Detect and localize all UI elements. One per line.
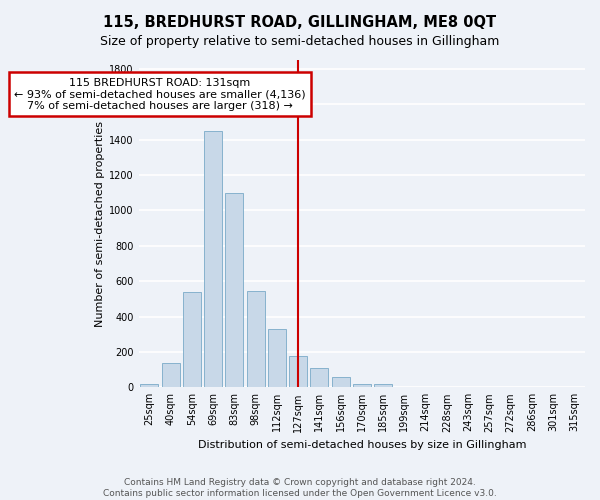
Bar (332, 376, 350, 388)
Text: 115 BREDHURST ROAD: 131sqm
← 93% of semi-detached houses are smaller (4,136)
7% : 115 BREDHURST ROAD: 131sqm ← 93% of semi… (14, 78, 306, 111)
Bar (161, 362, 179, 388)
Text: Contains HM Land Registry data © Crown copyright and database right 2024.
Contai: Contains HM Land Registry data © Crown c… (103, 478, 497, 498)
Bar (204, 131, 222, 388)
Bar (247, 291, 265, 388)
Bar (310, 368, 328, 388)
Y-axis label: Number of semi-detached properties: Number of semi-detached properties (95, 120, 105, 326)
X-axis label: Distribution of semi-detached houses by size in Gillingham: Distribution of semi-detached houses by … (197, 440, 526, 450)
Bar (353, 384, 371, 388)
Bar (374, 384, 392, 388)
Bar (268, 329, 286, 388)
Bar (183, 292, 201, 388)
Text: 115, BREDHURST ROAD, GILLINGHAM, ME8 0QT: 115, BREDHURST ROAD, GILLINGHAM, ME8 0QT (103, 15, 497, 30)
Bar (289, 356, 307, 388)
Bar (225, 192, 244, 388)
Text: Size of property relative to semi-detached houses in Gillingham: Size of property relative to semi-detach… (100, 35, 500, 48)
Bar (140, 384, 158, 388)
